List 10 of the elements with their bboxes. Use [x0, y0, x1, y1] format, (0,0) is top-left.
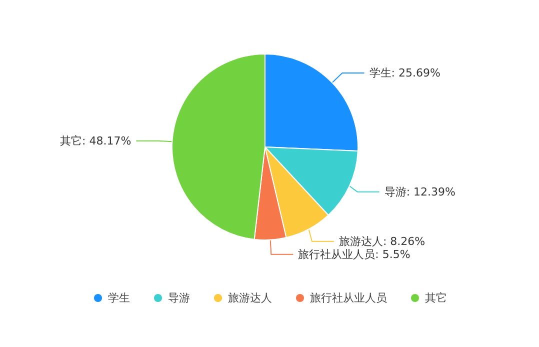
legend-label: 旅行社从业人员 [310, 292, 387, 304]
data-label: 学生: 25.69% [369, 66, 440, 80]
data-label: 导游: 12.39% [384, 185, 456, 198]
data-label: 其它: 48.17% [60, 134, 132, 148]
legend-label: 旅游达人 [228, 292, 272, 304]
data-label: 旅行社从业人员: 5.5% [298, 248, 410, 261]
legend-label: 导游 [168, 292, 190, 304]
legend-label: 学生 [108, 292, 130, 304]
data-label: 旅游达人: 8.26% [338, 234, 426, 248]
legend-label: 其它 [425, 292, 447, 304]
